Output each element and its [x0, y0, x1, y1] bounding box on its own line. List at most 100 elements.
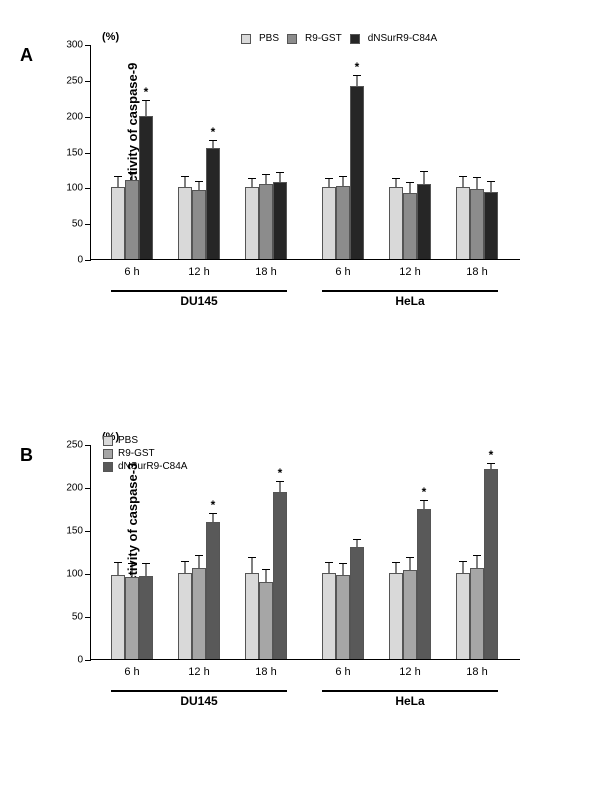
- error-bar: [329, 563, 330, 573]
- bar-group: *: [322, 86, 364, 259]
- error-bar: [146, 564, 147, 575]
- panel-b-legend: PBSR9-GSTdNSurR9-C84A: [103, 435, 187, 474]
- bar: [178, 573, 192, 659]
- bar: *: [139, 116, 153, 259]
- legend-swatch: [350, 34, 360, 44]
- x-category-label: 18 h: [466, 666, 487, 678]
- x-category-label: 6 h: [124, 666, 139, 678]
- error-bar: [410, 558, 411, 570]
- region-label: DU145: [180, 694, 217, 708]
- ytick: [85, 445, 91, 446]
- ytick: [85, 188, 91, 189]
- bar-group: *: [389, 509, 431, 659]
- bar: *: [206, 148, 220, 259]
- error-bar: [252, 179, 253, 188]
- region-label: HeLa: [395, 694, 424, 708]
- x-category-label: 18 h: [255, 666, 276, 678]
- bar: [125, 577, 139, 659]
- region-label: DU145: [180, 294, 217, 308]
- bar-group: [245, 182, 287, 259]
- bar: *: [273, 492, 287, 659]
- ytick-label: 0: [57, 255, 83, 266]
- error-bar: [213, 514, 214, 523]
- ytick: [85, 617, 91, 618]
- ytick-label: 200: [57, 483, 83, 494]
- error-cap: [487, 181, 495, 182]
- panel-b: B Relative activity of caspase-3(%)05010…: [20, 445, 580, 805]
- error-bar: [424, 501, 425, 510]
- error-bar: [329, 179, 330, 188]
- legend-label: R9-GST: [118, 448, 155, 459]
- error-cap: [406, 557, 414, 558]
- bar: [389, 573, 403, 659]
- significance-marker: *: [278, 466, 283, 480]
- error-cap: [195, 555, 203, 556]
- legend-swatch: [103, 462, 113, 472]
- ytick-label: 50: [57, 612, 83, 623]
- bar-group: [322, 547, 364, 659]
- significance-marker: *: [211, 498, 216, 512]
- panel-a-plot: 050100150200250300PBSR9-GSTdNSurR9-C84A*…: [90, 45, 520, 260]
- error-cap: [353, 539, 361, 540]
- ytick-label: 50: [57, 219, 83, 230]
- ytick-label: 200: [57, 111, 83, 122]
- error-cap: [209, 140, 217, 141]
- panel-a: A Relative activity of caspase-9(%)05010…: [20, 45, 580, 405]
- legend-label: R9-GST: [305, 33, 342, 44]
- legend-label: dNSurR9-C84A: [118, 461, 187, 472]
- error-cap: [406, 182, 414, 183]
- error-bar: [357, 540, 358, 547]
- x-category-label: 12 h: [188, 266, 209, 278]
- legend-swatch: [287, 34, 297, 44]
- error-cap: [142, 563, 150, 564]
- x-category-label: 18 h: [255, 266, 276, 278]
- ytick-label: 250: [57, 75, 83, 86]
- error-cap: [420, 500, 428, 501]
- error-cap: [459, 176, 467, 177]
- ytick: [85, 574, 91, 575]
- bar-group: [456, 187, 498, 259]
- region-underline: [322, 290, 498, 292]
- bar-group: *: [111, 116, 153, 259]
- error-cap: [262, 569, 270, 570]
- bar: [192, 190, 206, 259]
- error-cap: [276, 481, 284, 482]
- ytick: [85, 531, 91, 532]
- ytick-label: 100: [57, 569, 83, 580]
- error-cap: [339, 176, 347, 177]
- error-bar: [463, 562, 464, 573]
- error-cap: [473, 555, 481, 556]
- error-cap: [114, 176, 122, 177]
- error-bar: [410, 183, 411, 193]
- ytick-label: 250: [57, 440, 83, 451]
- significance-marker: *: [355, 60, 360, 74]
- region-underline: [111, 290, 287, 292]
- bar: *: [484, 469, 498, 659]
- error-bar: [280, 482, 281, 492]
- error-bar: [185, 562, 186, 573]
- significance-marker: *: [211, 125, 216, 139]
- error-bar: [118, 563, 119, 575]
- x-category-label: 18 h: [466, 266, 487, 278]
- bar: *: [350, 86, 364, 259]
- panel-b-plot: 050100150200250PBSR9-GSTdNSurR9-C84A6 h*…: [90, 445, 520, 660]
- error-cap: [276, 172, 284, 173]
- bar: [259, 184, 273, 259]
- bar: [259, 582, 273, 659]
- significance-marker: *: [489, 448, 494, 462]
- panel-a-unit: (%): [102, 31, 119, 43]
- error-cap: [248, 557, 256, 558]
- error-cap: [248, 178, 256, 179]
- legend-swatch: [241, 34, 251, 44]
- bar: [336, 575, 350, 659]
- bar: [456, 187, 470, 259]
- error-bar: [199, 556, 200, 568]
- error-bar: [266, 570, 267, 582]
- figure-page: A Relative activity of caspase-9(%)05010…: [0, 0, 600, 789]
- x-category-label: 6 h: [124, 266, 139, 278]
- region-underline: [322, 690, 498, 692]
- ytick-label: 0: [57, 655, 83, 666]
- bar-group: *: [178, 148, 220, 259]
- error-bar: [132, 564, 133, 577]
- error-cap: [392, 562, 400, 563]
